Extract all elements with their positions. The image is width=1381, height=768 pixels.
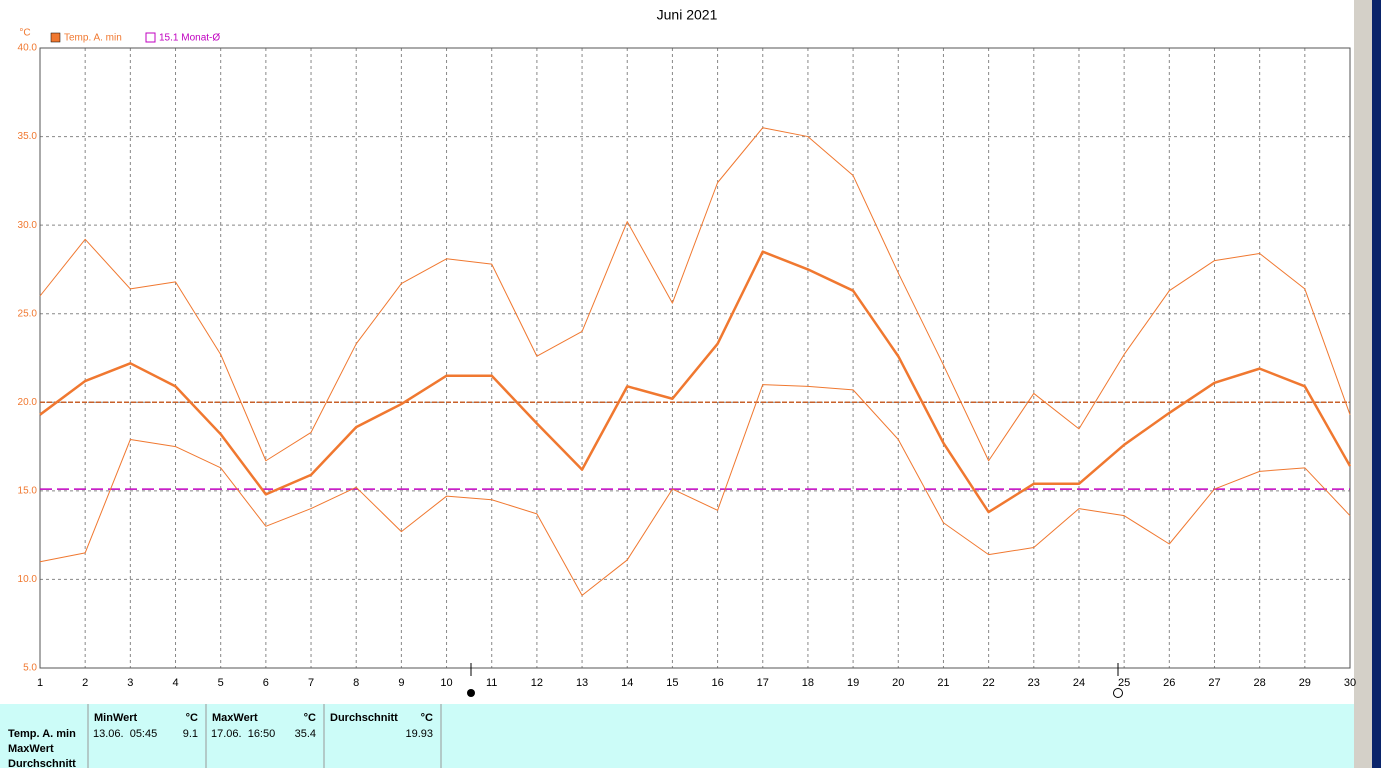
x-tick-label: 17	[757, 677, 769, 689]
y-unit: °C	[19, 28, 30, 39]
x-tick-label: 20	[892, 677, 904, 689]
x-tick-label: 28	[1254, 677, 1266, 689]
x-tick-label: 12	[531, 677, 543, 689]
y-tick-label: 35.0	[18, 131, 38, 142]
x-tick-label: 9	[398, 677, 404, 689]
window-edge	[1354, 0, 1372, 768]
x-tick-label: 22	[982, 677, 994, 689]
full-moon	[467, 689, 475, 697]
row-label: Durchschnitt	[8, 758, 76, 768]
x-tick-label: 7	[308, 677, 314, 689]
x-tick-label: 3	[127, 677, 133, 689]
chart-title: Juni 2021	[657, 7, 718, 23]
plot: 5.010.015.020.025.030.035.040.01 2 3 4 5 6 7 8 9…	[18, 43, 1357, 689]
row-label: Temp. A. min	[8, 728, 76, 740]
cell-value: 35.4	[295, 728, 316, 740]
column-header: MinWert	[94, 712, 138, 724]
window-edge	[1372, 0, 1381, 768]
x-tick-label: 1	[37, 677, 43, 689]
cell-value: 19.93	[405, 728, 433, 740]
row-label: MaxWert	[8, 743, 54, 755]
legend-swatch	[50, 32, 61, 43]
data-line	[39, 127, 1351, 462]
x-tick-label: 27	[1208, 677, 1220, 689]
x-tick-label: 8	[353, 677, 359, 689]
x-tick-label: 18	[802, 677, 814, 689]
x-tick-label: 13	[576, 677, 588, 689]
x-tick-label: 11	[486, 677, 497, 689]
y-tick-label: 15.0	[18, 485, 38, 496]
x-tick-label: 6	[263, 677, 269, 689]
y-tick-label: 40.0	[18, 43, 38, 54]
legend-label: 15.1 Monat-Ø	[159, 33, 220, 44]
data-line	[39, 384, 1351, 596]
column-unit: °C	[186, 712, 198, 724]
x-tick-label: 29	[1299, 677, 1311, 689]
legend-swatch	[145, 32, 156, 43]
cell-time: 13.06. 05:45	[93, 728, 157, 740]
y-tick-label: 20.0	[18, 397, 38, 408]
x-tick-label: 15	[666, 677, 678, 689]
legend-label: Temp. A. min	[64, 33, 122, 44]
x-tick-label: 21	[937, 677, 949, 689]
cell-time: 17.06. 16:50	[211, 728, 275, 740]
x-tick-label: 10	[440, 677, 452, 689]
y-tick-label: 10.0	[18, 574, 38, 585]
x-tick-label: 19	[847, 677, 859, 689]
y-tick-label: 25.0	[18, 308, 38, 319]
x-tick-label: 30	[1344, 677, 1356, 689]
stats-panel	[0, 704, 1354, 768]
stats-table: Temp. A. min MaxWert Durchschnitt MinWert °C…	[8, 704, 442, 768]
column-unit: °C	[304, 712, 316, 724]
y-tick-label: 30.0	[18, 220, 38, 231]
x-tick-label: 25	[1118, 677, 1130, 689]
y-tick-label: 5.0	[23, 663, 37, 674]
column-header: Durchschnitt	[330, 712, 398, 724]
x-tick-label: 5	[218, 677, 224, 689]
x-tick-label: 26	[1163, 677, 1175, 689]
cell-value: 9.1	[183, 728, 198, 740]
x-tick-label: 14	[621, 677, 633, 689]
column-unit: °C	[421, 712, 433, 724]
new-moon	[1113, 688, 1123, 698]
column-header: MaxWert	[212, 712, 258, 724]
x-tick-label: 4	[172, 677, 178, 689]
x-tick-label: 2	[82, 677, 88, 689]
plot-frame	[39, 47, 1351, 669]
x-tick-label: 24	[1073, 677, 1085, 689]
x-tick-label: 23	[1028, 677, 1040, 689]
data-line	[39, 250, 1352, 514]
x-tick-label: 16	[711, 677, 723, 689]
